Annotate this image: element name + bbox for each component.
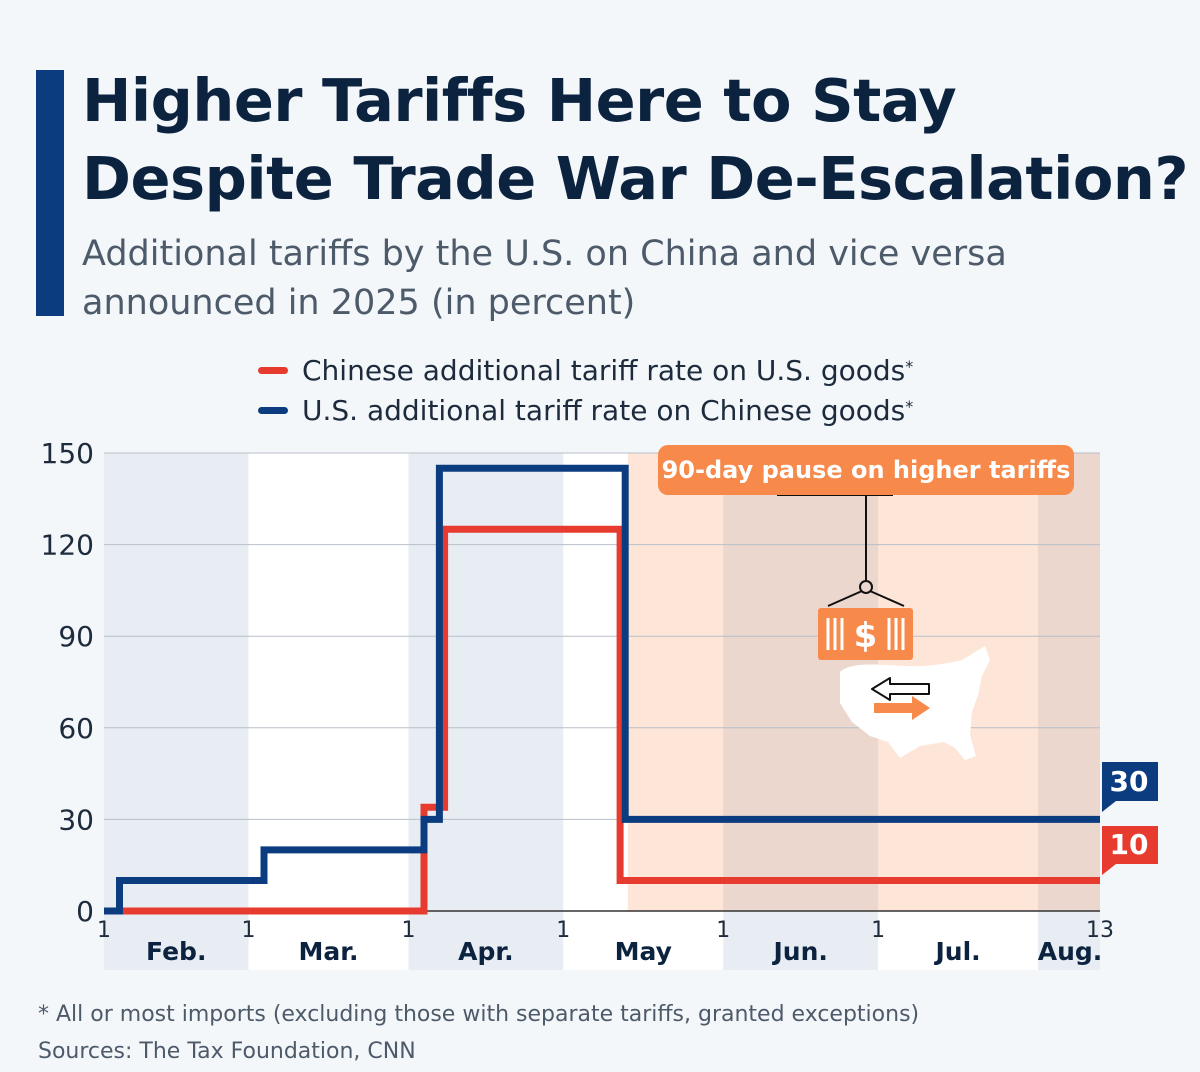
legend-marker-china: * [905, 356, 914, 376]
series-lines [104, 464, 1100, 915]
y-tick-label-150: 150 [41, 437, 94, 470]
footnotes: * All or most imports (excluding those w… [38, 996, 919, 1070]
legend: Chinese additional tariff rate on U.S. g… [258, 350, 913, 430]
x-month-label-jun: Jun. [771, 937, 827, 966]
legend-item-china: Chinese additional tariff rate on U.S. g… [258, 350, 913, 390]
chart-subtitle: Additional tariffs by the U.S. on China … [82, 234, 1007, 323]
end-labels: 30 10 [1102, 762, 1158, 875]
x-month-label-may: May [615, 937, 672, 966]
x-month-label-feb: Feb. [146, 937, 206, 966]
legend-item-us: U.S. additional tariff rate on Chinese g… [258, 390, 913, 430]
tariff-chart: 0 30 60 90 120 150 $ 90-day pause on higher t… [41, 437, 1158, 970]
series-line-china [104, 525, 1100, 915]
month-band-1 [248, 453, 409, 970]
shipping-container-dollar-icon: $ [818, 608, 913, 660]
y-tick-label-30: 30 [58, 803, 94, 836]
legend-swatch-china [258, 366, 288, 374]
chart-title: Higher Tariffs Here to Stay Despite Trad… [82, 66, 1189, 213]
pause-callout-label: 90-day pause on higher tariffs [662, 456, 1071, 484]
x-month-label-mar: Mar. [298, 937, 358, 966]
footnote-imports: * All or most imports (excluding those w… [38, 1002, 920, 1027]
title-accent-bar [36, 70, 64, 316]
arrow-right-icon [874, 696, 930, 720]
end-label-china: 10 [1102, 826, 1158, 875]
x-day-tick-6: 13 [1086, 918, 1114, 943]
x-day-tick-1: 1 [241, 918, 255, 943]
y-axis: 0 30 60 90 120 150 [41, 437, 94, 928]
x-month-label-jul: Jul. [933, 937, 980, 966]
svg-text:$: $ [854, 616, 878, 656]
x-day-tick-3: 1 [556, 918, 570, 943]
month-band-0 [104, 453, 249, 970]
x-month-label-apr: Apr. [458, 937, 514, 966]
y-tick-label-120: 120 [41, 529, 94, 562]
x-month-label-aug: Aug. [1038, 937, 1103, 966]
legend-swatch-us [258, 406, 288, 414]
x-day-tick-0: 1 [97, 918, 111, 943]
legend-label-china: Chinese additional tariff rate on U.S. g… [302, 353, 906, 387]
x-day-tick-4: 1 [716, 918, 730, 943]
legend-marker-us: * [905, 396, 914, 416]
x-day-tick-5: 1 [871, 918, 885, 943]
month-band-2 [408, 453, 564, 970]
y-tick-label-60: 60 [58, 712, 94, 745]
end-label-us: 30 [1102, 762, 1158, 812]
y-tick-label-0: 0 [76, 895, 94, 928]
end-label-us-text: 30 [1110, 765, 1149, 798]
end-label-china-text: 10 [1110, 828, 1149, 861]
y-tick-label-90: 90 [58, 620, 94, 653]
series-line-us [104, 464, 1100, 915]
legend-label-us: U.S. additional tariff rate on Chinese g… [302, 393, 906, 427]
footnote-sources: Sources: The Tax Foundation, CNN [38, 1039, 416, 1064]
pause-callout: 90-day pause on higher tariffs [658, 445, 1074, 495]
x-axis: 1 1 1 1 1 1 13 Feb. Mar. Apr. May Jun. Jul. Aug. [97, 918, 1114, 966]
trade-illustration: $ [777, 494, 990, 760]
arrow-left-icon [871, 677, 930, 701]
x-day-tick-2: 1 [401, 918, 415, 943]
